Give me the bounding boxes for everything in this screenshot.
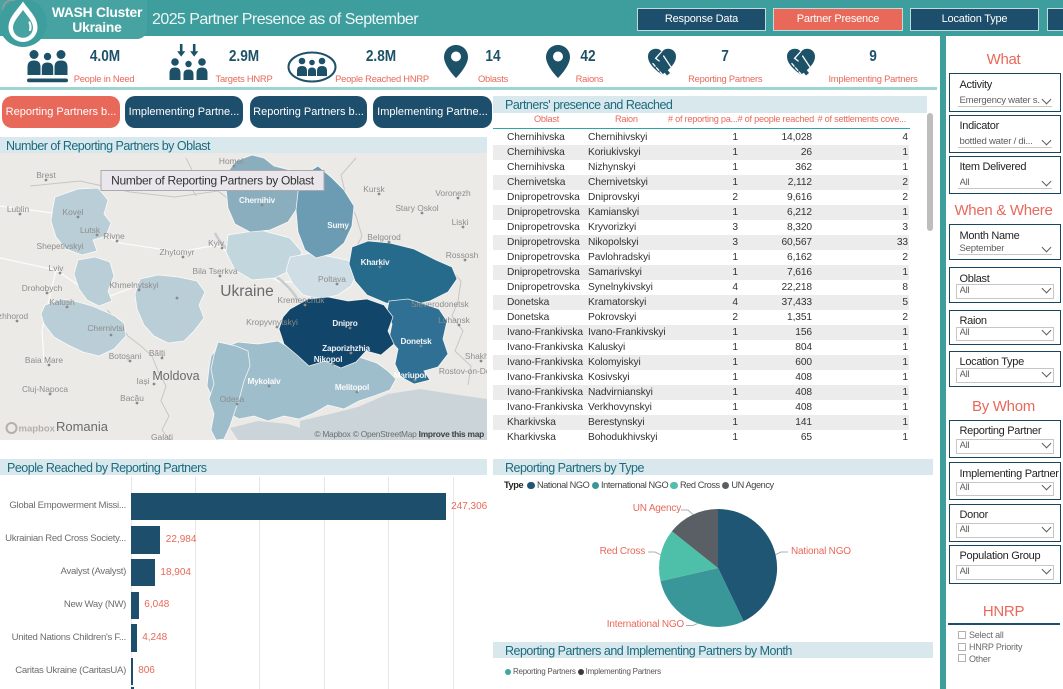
svg-text:Bila Tserkva: Bila Tserkva bbox=[193, 266, 238, 276]
svg-text:Lutsk: Lutsk bbox=[80, 225, 101, 235]
svg-text:Dnipro: Dnipro bbox=[332, 319, 357, 328]
svg-text:Shepetivskyi: Shepetivskyi bbox=[36, 241, 83, 251]
svg-text:© Mapbox © OpenStreetMap Impro: © Mapbox © OpenStreetMap Improve this ma… bbox=[314, 429, 484, 439]
svg-text:Romania: Romania bbox=[56, 419, 109, 434]
svg-text:mapbox: mapbox bbox=[19, 424, 56, 435]
svg-text:Kyiv: Kyiv bbox=[208, 238, 225, 248]
svg-text:Botoșani: Botoșani bbox=[109, 351, 142, 361]
svg-text:Melitopol: Melitopol bbox=[335, 383, 369, 392]
svg-text:Kropyvnytskyi: Kropyvnytskyi bbox=[246, 317, 298, 327]
svg-text:Kremenchuk: Kremenchuk bbox=[277, 295, 325, 305]
svg-text:Rostov-on-Don: Rostov-on-Don bbox=[439, 366, 487, 376]
svg-text:Kovel: Kovel bbox=[63, 207, 84, 217]
svg-text:Sieverodonetsk: Sieverodonetsk bbox=[411, 299, 470, 309]
svg-text:Lublin: Lublin bbox=[7, 204, 30, 214]
svg-text:Zhytomyr: Zhytomyr bbox=[160, 247, 195, 257]
svg-text:Rossosh: Rossosh bbox=[446, 250, 479, 260]
svg-text:Belgorod: Belgorod bbox=[367, 232, 401, 242]
svg-text:Uzhhorod: Uzhhorod bbox=[0, 311, 28, 321]
svg-text:Moldova: Moldova bbox=[152, 369, 199, 383]
svg-text:Ukraine: Ukraine bbox=[220, 283, 273, 300]
svg-text:Poltava: Poltava bbox=[318, 274, 346, 284]
svg-text:Odesa: Odesa bbox=[220, 394, 245, 404]
svg-text:Mariupol: Mariupol bbox=[394, 371, 427, 380]
svg-text:Chernihiv: Chernihiv bbox=[239, 196, 276, 205]
svg-text:Drohobych: Drohobych bbox=[22, 283, 63, 293]
svg-text:Bălți: Bălți bbox=[149, 348, 165, 358]
svg-text:Mykolaiv: Mykolaiv bbox=[248, 377, 282, 386]
svg-text:Shakhty: Shakhty bbox=[465, 351, 487, 361]
svg-text:Rivne: Rivne bbox=[103, 231, 125, 241]
svg-text:Liski: Liski bbox=[452, 217, 469, 227]
svg-text:Lviv: Lviv bbox=[49, 263, 65, 273]
svg-text:Galați: Galați bbox=[151, 432, 173, 440]
svg-text:Kursk: Kursk bbox=[363, 184, 385, 194]
svg-text:Iași: Iași bbox=[136, 376, 149, 386]
svg-text:Donetsk: Donetsk bbox=[401, 337, 433, 346]
svg-text:Baia Mare: Baia Mare bbox=[25, 355, 64, 365]
svg-text:Stary Oskol: Stary Oskol bbox=[395, 203, 438, 213]
svg-text:Cluj-Napoca: Cluj-Napoca bbox=[22, 384, 68, 394]
svg-text:Voronezh: Voronezh bbox=[435, 188, 471, 198]
svg-text:Number of Reporting Partners b: Number of Reporting Partners by Oblast bbox=[111, 174, 315, 188]
svg-text:Nikopol: Nikopol bbox=[314, 355, 343, 364]
svg-text:Chernivtsi: Chernivtsi bbox=[87, 323, 124, 333]
svg-text:Kharkiv: Kharkiv bbox=[361, 258, 390, 267]
svg-text:Sumy: Sumy bbox=[327, 221, 349, 230]
svg-text:Luhansk: Luhansk bbox=[438, 315, 470, 325]
svg-text:Homel: Homel bbox=[219, 156, 243, 166]
svg-text:Khmelnytskyi: Khmelnytskyi bbox=[109, 280, 158, 290]
svg-text:Kalush: Kalush bbox=[49, 297, 75, 307]
svg-text:Brest: Brest bbox=[36, 170, 56, 180]
svg-text:Bacău: Bacău bbox=[120, 393, 144, 403]
svg-text:Zaporizhzhia: Zaporizhzhia bbox=[322, 344, 370, 353]
